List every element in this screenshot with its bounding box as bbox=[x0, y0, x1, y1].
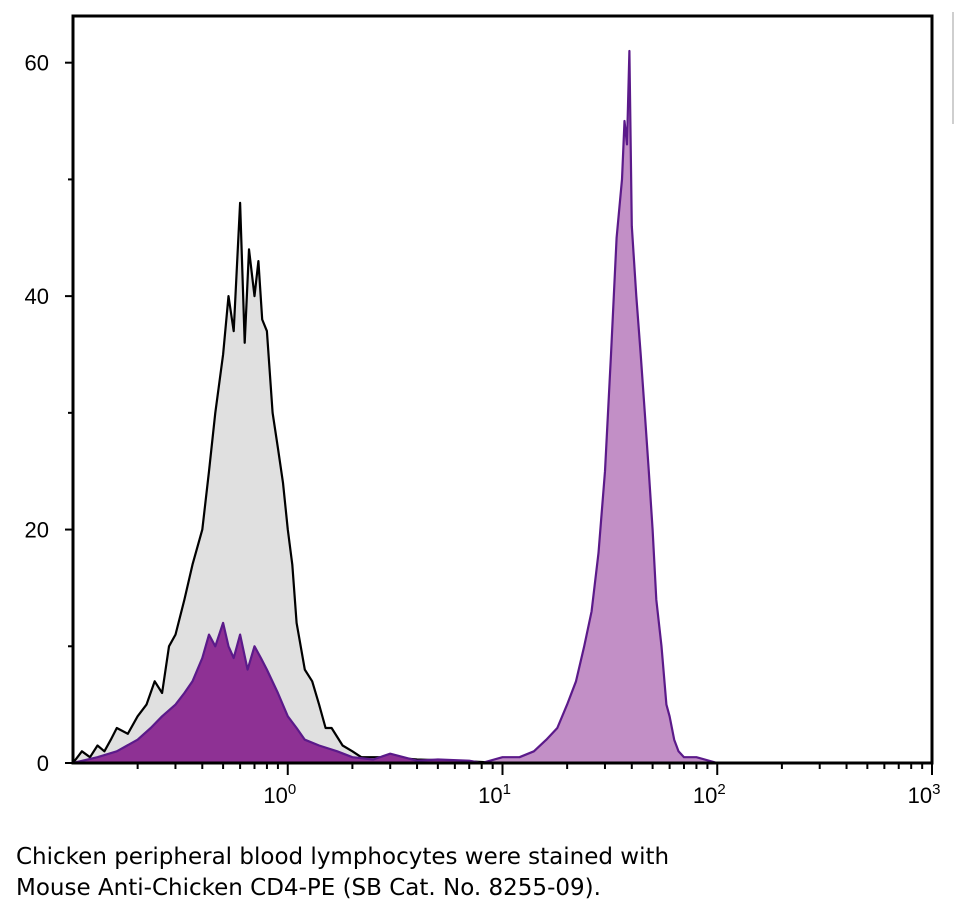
y-tick-label: 60 bbox=[25, 51, 49, 76]
histogram-chart: 0 20 40 60 100 101 102 103 bbox=[25, 12, 954, 808]
y-axis: 0 20 40 60 bbox=[25, 51, 73, 776]
x-tick-label: 100 bbox=[263, 781, 296, 808]
x-tick-label: 103 bbox=[908, 781, 941, 808]
histogram-1-outline bbox=[72, 201, 568, 765]
caption-line-1: Chicken peripheral blood lymphocytes wer… bbox=[16, 844, 670, 870]
histogram-3-fill bbox=[481, 51, 932, 763]
x-axis: 100 101 102 103 bbox=[136, 763, 941, 808]
histogram-2-outline bbox=[72, 621, 482, 765]
histogram-3-outline bbox=[481, 49, 932, 765]
y-tick-label: 0 bbox=[37, 751, 49, 776]
caption-line-2: Mouse Anti-Chicken CD4-PE (SB Cat. No. 8… bbox=[16, 875, 601, 901]
figure-caption: Chicken peripheral blood lymphocytes wer… bbox=[16, 842, 946, 904]
histogram-1-fill bbox=[73, 202, 568, 764]
x-tick-label: 101 bbox=[478, 781, 511, 808]
series-layer bbox=[72, 49, 932, 765]
y-tick-label: 20 bbox=[25, 518, 49, 543]
y-tick-label: 40 bbox=[25, 284, 49, 309]
x-tick-label: 102 bbox=[693, 781, 726, 808]
